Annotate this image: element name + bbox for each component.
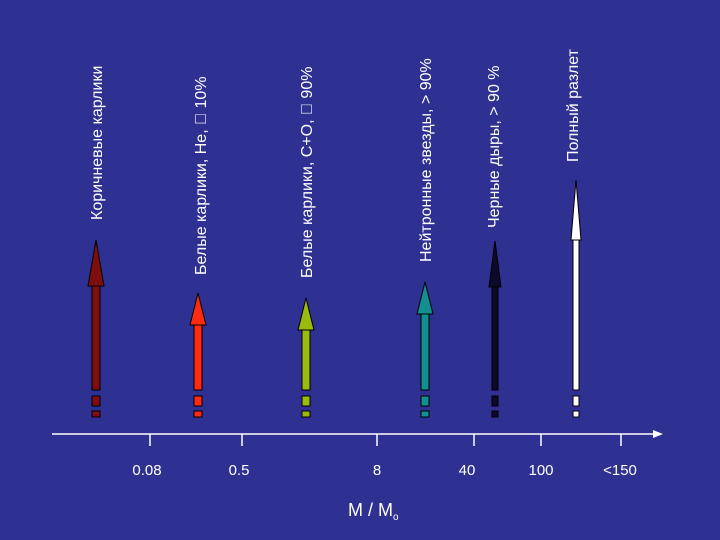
arrow-tail-1-4 (491, 395, 499, 407)
label-white-dwarfs-he: Белые карлики, He,   10% (193, 76, 210, 275)
axis-arrowhead (653, 430, 663, 438)
arrow-head-3 (416, 281, 434, 315)
arrow-shaft-0 (91, 285, 101, 391)
tick-label-150: <150 (603, 462, 637, 479)
tick-label-0.08: 0.08 (132, 462, 162, 479)
axis-title-sub: o (393, 512, 399, 523)
arrow-tail-2-1 (193, 410, 203, 418)
arrow-head-5 (570, 179, 582, 241)
arrow-head-0 (87, 239, 105, 287)
arrow-head-4 (488, 240, 502, 288)
arrow-tail-2-5 (572, 410, 580, 418)
label-white-dwarfs-co: Белые карлики, C+O,   90% (299, 66, 316, 278)
arrow-head-2 (297, 297, 315, 331)
arrow-tail-1-1 (193, 395, 203, 407)
tick-label-100: 100 (528, 462, 554, 479)
label-brown-dwarfs: Коричневые карлики (89, 65, 106, 220)
arrow-tail-1-0 (91, 395, 101, 407)
tick-label-8: 8 (372, 462, 382, 479)
arrow-tail-2-0 (91, 410, 101, 418)
arrow-tail-1-2 (301, 395, 311, 407)
arrow-shaft-4 (491, 286, 499, 391)
label-full-disruption: Полный разлет (565, 49, 582, 162)
axis-title-main: M / M (348, 500, 393, 520)
arrow-tail-1-5 (572, 395, 580, 407)
label-black-holes: Черные дыры, > 90 % (486, 65, 503, 228)
tick-label-0.5: 0.5 (228, 462, 250, 479)
arrow-tail-2-2 (301, 410, 311, 418)
arrow-head-1 (189, 292, 207, 326)
tick-label-40: 40 (458, 462, 476, 479)
axis-title: M / Mo (348, 500, 399, 523)
arrow-tail-2-3 (420, 410, 430, 418)
arrow-shaft-5 (572, 239, 580, 391)
arrow-shaft-1 (193, 324, 203, 391)
arrow-tail-1-3 (420, 395, 430, 407)
arrow-shaft-3 (420, 313, 430, 391)
arrow-tail-2-4 (491, 410, 499, 418)
label-neutron-stars: Нейтронные звезды, > 90% (418, 58, 435, 262)
arrow-shaft-2 (301, 329, 311, 391)
